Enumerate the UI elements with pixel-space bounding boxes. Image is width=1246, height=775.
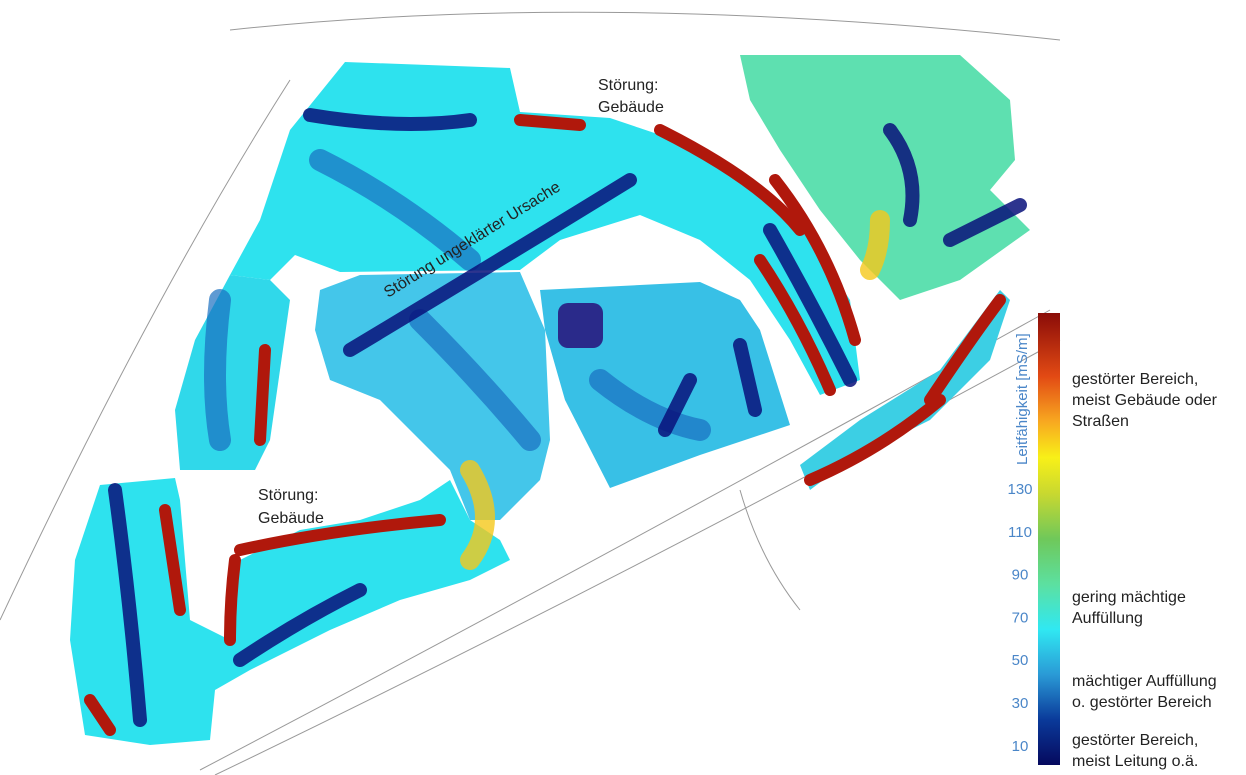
colorbar-tick: 30: [1012, 695, 1029, 712]
legend-text: meist Leitung o.ä.: [1072, 753, 1198, 770]
colorbar-tick: 130: [1007, 481, 1032, 498]
legend-text: gestörter Bereich,: [1072, 371, 1198, 388]
colorbar-title: Leitfähigkeit [mS/m]: [1014, 333, 1031, 465]
annotation: Störung:: [258, 487, 318, 504]
legend-text: Auffüllung: [1072, 610, 1143, 627]
colorbar-tick: 110: [1008, 524, 1032, 541]
conductivity-field: [70, 55, 1030, 745]
legend-text: mächtiger Auffüllung: [1072, 673, 1217, 690]
legend-text: gestörter Bereich,: [1072, 732, 1198, 749]
legend-text: gering mächtige: [1072, 589, 1186, 606]
annotation: Störung:: [598, 77, 658, 94]
colorbar-ticks: 130 110 90 70 50 30 10: [1007, 481, 1032, 755]
colorbar-tick: 70: [1012, 609, 1029, 626]
colorbar-tick: 10: [1012, 738, 1029, 755]
annotation: Gebäude: [258, 510, 324, 527]
anomaly: [558, 303, 603, 348]
legend-text: o. gestörter Bereich: [1072, 694, 1212, 711]
legend: gestörter Bereich, meist Gebäude oder Stra…: [1072, 371, 1218, 770]
colorbar-tick: 50: [1012, 652, 1029, 669]
colorbar: [1038, 313, 1060, 765]
legend-text: Straßen: [1072, 413, 1129, 430]
annotation: Gebäude: [598, 99, 664, 116]
legend-text: meist Gebäude oder: [1072, 392, 1218, 409]
colorbar-tick: 90: [1012, 567, 1029, 584]
